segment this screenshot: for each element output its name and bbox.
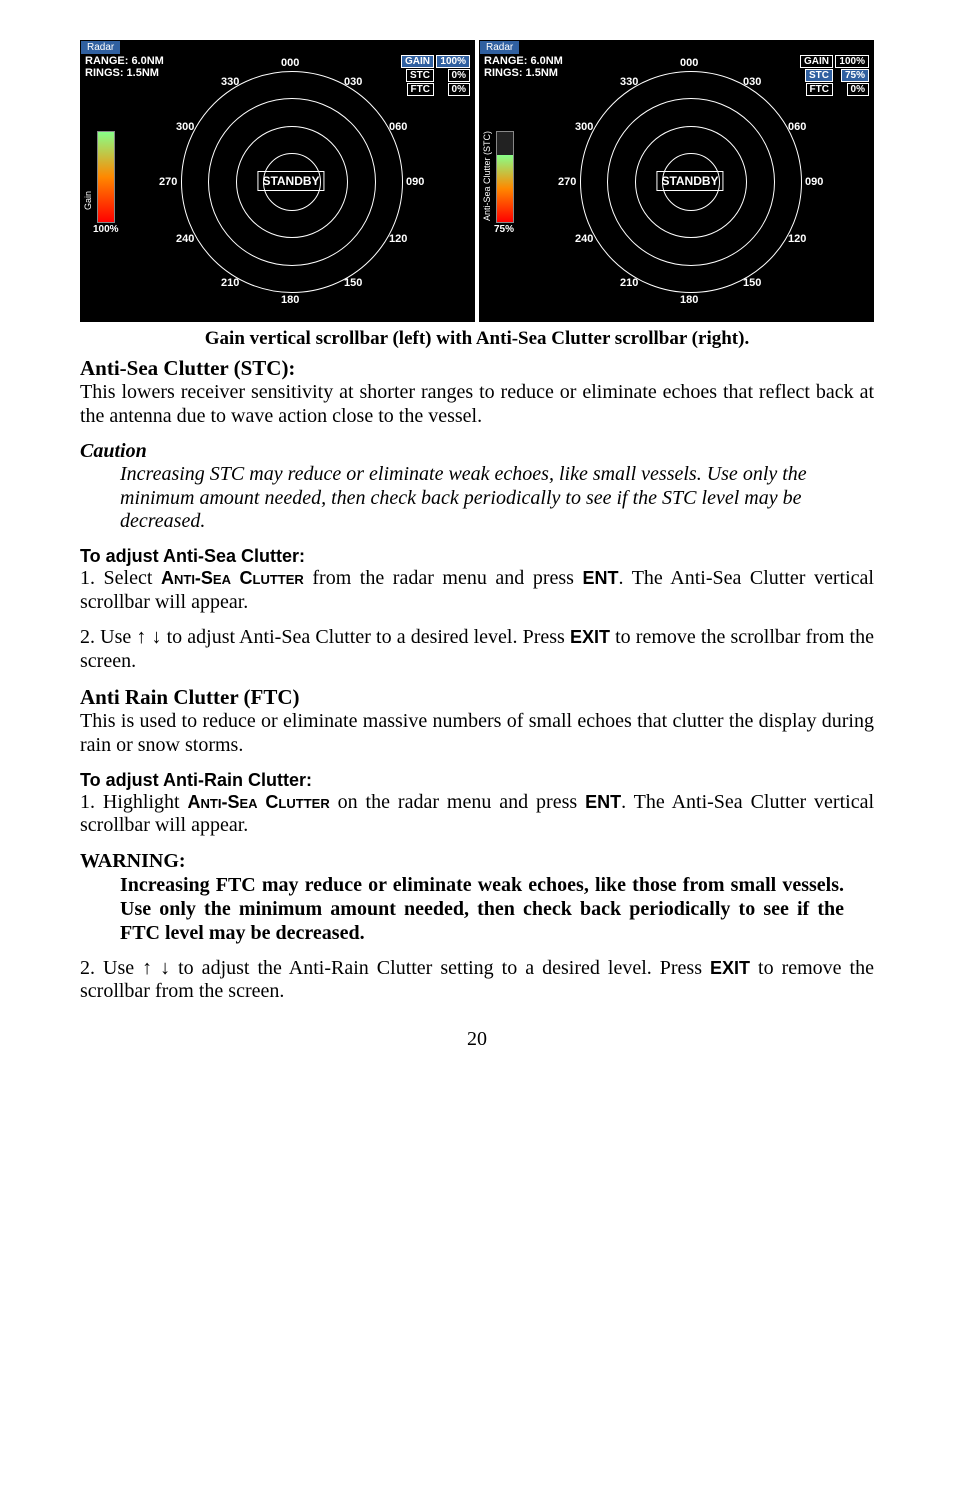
warning-title: WARNING: <box>80 850 874 873</box>
tick: 120 <box>389 233 407 245</box>
tick: 270 <box>558 176 576 188</box>
gain-box: GAIN <box>401 55 434 68</box>
menu-item: Anti-Sea Clutter <box>188 792 330 812</box>
tick: 120 <box>788 233 806 245</box>
tick: 030 <box>743 76 761 88</box>
stc-bar-pct: 75% <box>494 224 514 235</box>
radar-right: Radar RANGE: 6.0NM RINGS: 1.5NM GAIN 100… <box>479 40 874 322</box>
gain-bar-pct: 100% <box>93 224 119 235</box>
stc-heading: Anti-Sea Clutter (STC): <box>80 356 874 381</box>
adjust-stc-step1: 1. Select Anti-Sea Clutter from the rada… <box>80 567 874 614</box>
ftc-body: This is used to reduce or eliminate mass… <box>80 710 874 757</box>
tick: 270 <box>159 176 177 188</box>
figure-caption: Gain vertical scrollbar (left) with Anti… <box>80 328 874 350</box>
exit-key: EXIT <box>570 627 610 647</box>
adjust-ftc-step1: 1. Highlight Anti-Sea Clutter on the rad… <box>80 791 874 838</box>
adjust-stc-head: To adjust Anti-Sea Clutter: <box>80 546 874 567</box>
adjust-ftc-head: To adjust Anti-Rain Clutter: <box>80 770 874 791</box>
tick: 240 <box>575 233 593 245</box>
ent-key: ENT <box>585 792 621 812</box>
gain-val: 100% <box>835 55 869 68</box>
exit-key: EXIT <box>710 958 750 978</box>
tick: 210 <box>221 277 239 289</box>
gain-scrollbar[interactable] <box>97 131 115 223</box>
text: 2. Use ↑ ↓ to adjust the Anti-Rain Clutt… <box>80 957 710 979</box>
ftc-val: 0% <box>847 83 869 96</box>
page-number: 20 <box>80 1028 874 1051</box>
text: from the radar menu and press <box>304 567 583 589</box>
stc-val: 75% <box>841 69 869 82</box>
tick: 240 <box>176 233 194 245</box>
standby-box: STANDBY <box>656 171 723 191</box>
warning-body: Increasing FTC may reduce or eliminate w… <box>80 873 874 945</box>
tick: 180 <box>281 294 299 306</box>
ftc-box: FTC <box>806 83 833 96</box>
radar-screenshots: Radar RANGE: 6.0NM RINGS: 1.5NM GAIN 100… <box>80 40 874 322</box>
ftc-heading: Anti Rain Clutter (FTC) <box>80 685 874 710</box>
rings-text: RINGS: 1.5NM <box>484 67 558 79</box>
tick: 060 <box>389 121 407 133</box>
text: 2. Use ↑ ↓ to adjust Anti-Sea Clutter to… <box>80 626 570 648</box>
ftc-val: 0% <box>448 83 470 96</box>
adjust-ftc-step2: 2. Use ↑ ↓ to adjust the Anti-Rain Clutt… <box>80 957 874 1004</box>
text: on the radar menu and press <box>330 791 585 813</box>
stc-scrollbar[interactable] <box>496 131 514 223</box>
rings-text: RINGS: 1.5NM <box>85 67 159 79</box>
stc-box: STC <box>805 69 833 82</box>
radar-title: Radar <box>81 41 120 54</box>
ent-key: ENT <box>583 568 619 588</box>
stc-bar-label: Anti-Sea Clutter (STC) <box>482 131 492 221</box>
tick: 000 <box>281 57 299 69</box>
caution-title: Caution <box>80 440 874 463</box>
stc-val: 0% <box>448 69 470 82</box>
stc-body: This lowers receiver sensitivity at shor… <box>80 381 874 428</box>
stc-box: STC <box>406 69 434 82</box>
tick: 150 <box>344 277 362 289</box>
caution-body: Increasing STC may reduce or eliminate w… <box>80 463 874 534</box>
range-text: RANGE: 6.0NM <box>484 55 563 67</box>
tick: 000 <box>680 57 698 69</box>
gain-val: 100% <box>436 55 470 68</box>
range-text: RANGE: 6.0NM <box>85 55 164 67</box>
gain-bar-label: Gain <box>83 191 93 210</box>
tick: 060 <box>788 121 806 133</box>
radar-title: Radar <box>480 41 519 54</box>
ftc-box: FTC <box>407 83 434 96</box>
gain-box: GAIN <box>800 55 833 68</box>
radar-left: Radar RANGE: 6.0NM RINGS: 1.5NM GAIN 100… <box>80 40 475 322</box>
tick: 030 <box>344 76 362 88</box>
tick: 090 <box>406 176 424 188</box>
tick: 090 <box>805 176 823 188</box>
tick: 330 <box>620 76 638 88</box>
adjust-stc-step2: 2. Use ↑ ↓ to adjust Anti-Sea Clutter to… <box>80 626 874 673</box>
text: 1. Select <box>80 567 161 589</box>
tick: 210 <box>620 277 638 289</box>
tick: 330 <box>221 76 239 88</box>
standby-box: STANDBY <box>257 171 324 191</box>
tick: 150 <box>743 277 761 289</box>
menu-item: Anti-Sea Clutter <box>161 568 304 588</box>
tick: 180 <box>680 294 698 306</box>
tick: 300 <box>575 121 593 133</box>
tick: 300 <box>176 121 194 133</box>
text: 1. Highlight <box>80 791 188 813</box>
